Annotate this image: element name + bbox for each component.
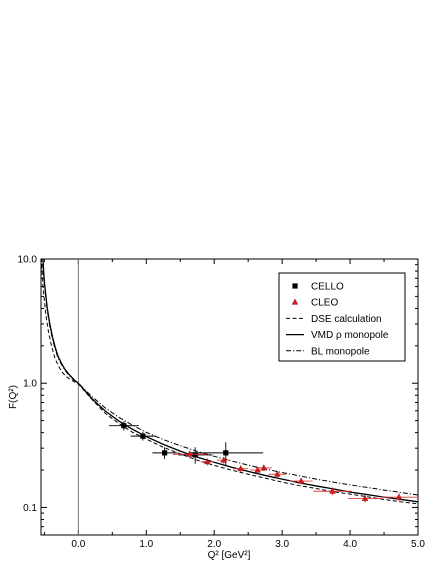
- triangle-marker: [237, 465, 244, 472]
- legend-item: CLEO: [291, 298, 338, 309]
- square-marker: [140, 433, 146, 439]
- legend-label: VMD ρ monopole: [311, 330, 389, 341]
- triangle-marker: [274, 470, 281, 477]
- series-line-solid: [42, 259, 418, 503]
- cleo-data-point: [348, 494, 382, 503]
- legend-item: VMD ρ monopole: [286, 330, 389, 341]
- cleo-data-point: [313, 487, 352, 496]
- square-marker: [162, 450, 168, 456]
- legend-box: [278, 272, 406, 362]
- cleo-data-point: [233, 465, 249, 472]
- plot-frame: [40, 258, 419, 536]
- triangle-marker: [260, 464, 268, 471]
- y-tick-label: 0.1: [23, 503, 37, 514]
- triangle-marker: [297, 477, 305, 484]
- legend-label: CLEO: [311, 298, 338, 309]
- triangle-marker: [395, 493, 403, 500]
- triangle-marker: [186, 450, 193, 457]
- triangle-marker: [361, 494, 369, 501]
- x-axis: 0.0 1.0 2.0 3.0 4.0 5.0: [43, 259, 425, 550]
- x-tick-label: 0.0: [71, 539, 85, 550]
- cello-data-point: [178, 447, 213, 464]
- x-tick-label: 1.0: [139, 539, 153, 550]
- y-axis: 0.1 1.0 10.0: [18, 255, 418, 536]
- y-axis-title: F(Q²): [8, 385, 19, 409]
- cello-data-point: [108, 421, 139, 431]
- x-tick-label: 5.0: [411, 539, 425, 550]
- cello-data-point: [152, 447, 177, 460]
- cleo-data-point: [289, 477, 313, 485]
- square-marker: [192, 452, 198, 458]
- cleo-data-point: [268, 470, 287, 478]
- point-layer: [108, 421, 418, 503]
- legend-item: CELLO: [292, 282, 344, 293]
- legend-item: BL monopole: [286, 346, 370, 357]
- legend-label: DSE calculation: [311, 314, 382, 325]
- x-tick-label: 2.0: [207, 539, 221, 550]
- legend-triangle-icon: [291, 298, 299, 305]
- cleo-data-point: [379, 493, 418, 502]
- square-marker: [121, 423, 127, 429]
- cello-data-point: [130, 431, 156, 441]
- legend: CELLO CLEO DSE calculation VMD ρ monopole BL…: [278, 272, 406, 362]
- y-tick-label: 10.0: [18, 255, 38, 266]
- triangle-marker: [329, 487, 336, 494]
- y-tick-label: 1.0: [23, 379, 37, 390]
- cleo-data-point: [200, 458, 215, 466]
- x-axis-title: Q² [GeV²]: [208, 550, 251, 561]
- cleo-data-point: [172, 450, 207, 459]
- cleo-data-point: [216, 456, 231, 464]
- series-line-dashdot: [42, 259, 418, 496]
- legend-item: DSE calculation: [286, 314, 382, 325]
- x-tick-label: 3.0: [275, 539, 289, 550]
- triangle-marker: [220, 456, 227, 463]
- triangle-marker: [254, 466, 261, 473]
- legend-square-icon: [292, 283, 298, 289]
- cleo-data-point: [255, 464, 272, 472]
- legend-label: CELLO: [311, 282, 344, 293]
- legend-label: BL monopole: [311, 346, 370, 357]
- x-tick-label: 4.0: [343, 539, 357, 550]
- triangle-marker: [204, 458, 211, 465]
- square-marker: [223, 450, 229, 456]
